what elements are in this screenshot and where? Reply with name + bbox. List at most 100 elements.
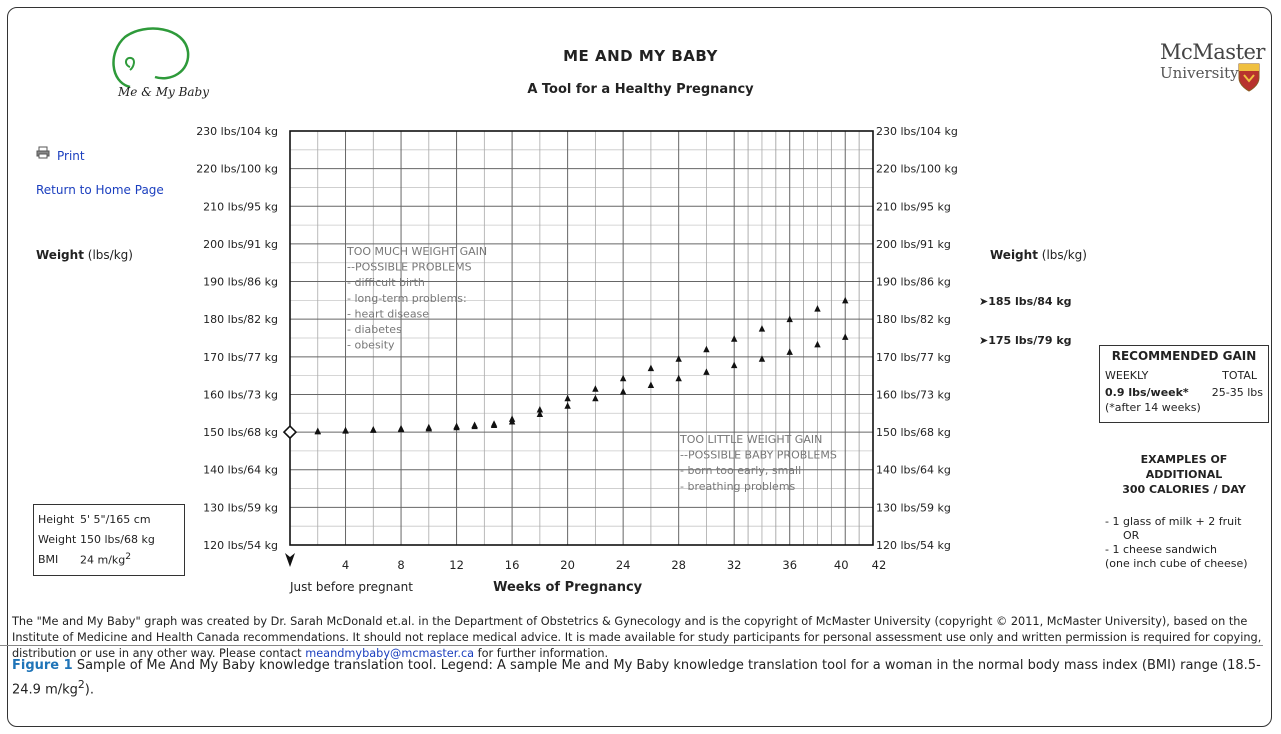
lower-limit-point [453, 423, 460, 431]
weight-axis-label-right: Weight (lbs/kg) [990, 248, 1087, 262]
lower-limit-point [370, 426, 377, 433]
bmi-sup: 2 [125, 551, 132, 563]
x-start-label: Just before pregnant [289, 580, 413, 594]
target-arrow-icon: ➤ [979, 334, 989, 347]
weight-label-unit-right: (lbs/kg) [1041, 248, 1087, 262]
examples-heading: EXAMPLES OF ADDITIONAL 300 CALORIES / DA… [1099, 452, 1269, 497]
page-subtitle: A Tool for a Healthy Pregnancy [527, 82, 754, 97]
return-home-link[interactable]: Return to Home Page [36, 183, 164, 197]
target-arrow-icon: ➤ [979, 295, 989, 308]
bmi-value-text: 24 m/kg [80, 553, 126, 567]
patient-bmi-row: BMI 24 m/kg2 [38, 549, 180, 569]
y-tick-label-left: 230 lbs/104 kg [196, 125, 278, 138]
too-little-annotation-line: TOO LITTLE WEIGHT GAIN [679, 433, 822, 446]
upper-limit-point [619, 374, 627, 382]
y-tick-label-left: 130 lbs/59 kg [203, 501, 278, 514]
lower-limit-point [730, 361, 738, 369]
y-tick-label-right: 210 lbs/95 kg [876, 200, 951, 213]
y-tick-label-right: 130 lbs/59 kg [876, 501, 951, 514]
y-tick-label-right: 180 lbs/82 kg [876, 313, 951, 326]
lower-limit-point [425, 424, 433, 432]
height-value: 5' 5"/165 cm [80, 512, 151, 526]
weekly-value: 0.9 lbs/week* [1105, 386, 1189, 399]
weight-axis-label-left: Weight (lbs/kg) [36, 248, 133, 262]
x-tick-label: 28 [671, 558, 686, 572]
y-tick-label-right: 120 lbs/54 kg [876, 539, 951, 552]
lower-limit-point [786, 348, 793, 355]
lower-limit-point [703, 368, 710, 375]
y-tick-label-right: 230 lbs/104 kg [876, 125, 958, 138]
x-tick-label: 8 [397, 558, 404, 572]
recommended-header-row: WEEKLY TOTAL [1105, 367, 1263, 384]
examples-list: - 1 glass of milk + 2 fruit OR - 1 chees… [1105, 515, 1248, 571]
x-tick-label: 36 [782, 558, 797, 572]
total-value: 25-35 lbs [1211, 386, 1263, 399]
upper-limit-point [786, 315, 793, 323]
bmi-value: 24 m/kg2 [80, 551, 131, 567]
too-much-annotation-line: - diabetes [347, 323, 402, 336]
example-item-2: - 1 cheese sandwich [1105, 543, 1218, 556]
lower-limit-point [508, 418, 516, 425]
caption-text: Sample of Me And My Baby knowledge trans… [12, 658, 1261, 698]
x-tick-label: 20 [560, 558, 575, 572]
x-tick-label: 42 [872, 558, 887, 572]
example-item-1: - 1 glass of milk + 2 fruit [1105, 515, 1242, 528]
weight-label-bold: Weight [36, 248, 84, 262]
print-link[interactable]: Print [57, 149, 85, 163]
upper-limit-point [730, 335, 738, 342]
contact-email-link[interactable]: meandmybaby@mcmaster.ca [305, 647, 475, 660]
examples-heading-3: 300 CALORIES / DAY [1122, 483, 1246, 496]
crest-icon [1238, 63, 1260, 92]
recommended-value-row: 0.9 lbs/week* 25-35 lbs [1105, 384, 1263, 401]
lower-limit-point [471, 422, 478, 430]
x-tick-label: 12 [449, 558, 464, 572]
page-title: ME AND MY BABY [563, 47, 718, 65]
patient-weight-row: Weight 150 lbs/68 kg [38, 529, 180, 549]
examples-heading-2: ADDITIONAL [1145, 468, 1223, 481]
weight-label: Weight [38, 532, 77, 546]
y-tick-label-right: 200 lbs/91 kg [876, 238, 951, 251]
y-tick-label-right: 160 lbs/73 kg [876, 388, 951, 401]
caption-divider [0, 645, 1263, 646]
too-much-annotation-line: - long-term problems: [347, 292, 467, 305]
weight-gain-chart: 120 lbs/54 kg 120 lbs/54 kg 130 lbs/59 kg 1… [196, 125, 958, 595]
logo-text: Me & My Baby [118, 85, 210, 99]
too-little-annotation-line: - breathing problems [680, 480, 796, 493]
too-much-annotation-line: - difficult birth [347, 276, 425, 289]
lower-limit-point [536, 410, 544, 418]
examples-heading-1: EXAMPLES OF [1140, 453, 1228, 466]
target-upper: ➤185 lbs/84 kg [979, 295, 1072, 308]
x-axis-label: Weeks of Pregnancy [493, 580, 643, 595]
y-tick-label-left: 160 lbs/73 kg [203, 388, 278, 401]
example-item-2-detail: (one inch cube of cheese) [1105, 557, 1248, 570]
upper-limit-point [536, 406, 544, 413]
y-tick-label-left: 200 lbs/91 kg [203, 238, 278, 251]
x-tick-label: 40 [834, 558, 849, 572]
upper-limit-point [647, 364, 655, 372]
footer-text: The "Me and My Baby" graph was created b… [12, 615, 1262, 660]
upper-limit-point [703, 345, 710, 353]
university-word: University [1160, 64, 1239, 82]
plot-frame [289, 130, 874, 546]
y-tick-label-right: 140 lbs/64 kg [876, 464, 951, 477]
y-tick-label-left: 150 lbs/68 kg [203, 426, 278, 439]
x-tick-label: 32 [727, 558, 742, 572]
upper-limit-point [758, 325, 766, 332]
patient-height-row: Height 5' 5"/165 cm [38, 509, 180, 529]
upper-limit-point [842, 296, 849, 304]
lower-limit-point [490, 421, 498, 428]
caption-sup: 2 [77, 678, 85, 691]
y-tick-label-right: 220 lbs/100 kg [876, 163, 958, 176]
printer-icon[interactable] [36, 146, 50, 159]
y-tick-label-right: 150 lbs/68 kg [876, 426, 951, 439]
recommended-note: (*after 14 weeks) [1105, 401, 1201, 414]
y-tick-label-left: 120 lbs/54 kg [203, 539, 278, 552]
too-much-annotation-line: - heart disease [347, 307, 429, 320]
y-tick-label-right: 170 lbs/77 kg [876, 351, 951, 364]
start-marker-icon [285, 553, 295, 567]
figure-panel [7, 7, 1272, 727]
lower-limit-point [342, 427, 349, 434]
y-tick-label-left: 190 lbs/86 kg [203, 276, 278, 289]
caption-end: ). [84, 682, 95, 698]
upper-limit-point [592, 385, 599, 392]
